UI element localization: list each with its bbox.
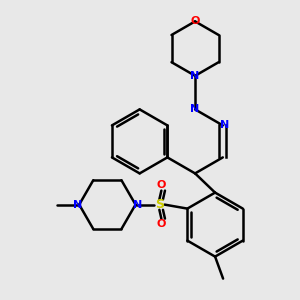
- Text: N: N: [190, 104, 200, 114]
- Text: N: N: [190, 71, 200, 81]
- Text: S: S: [155, 198, 164, 211]
- Text: O: O: [190, 16, 200, 26]
- Text: O: O: [157, 219, 166, 229]
- Text: N: N: [133, 200, 142, 210]
- Text: O: O: [157, 180, 166, 190]
- Text: N: N: [220, 120, 230, 130]
- Text: N: N: [73, 200, 82, 210]
